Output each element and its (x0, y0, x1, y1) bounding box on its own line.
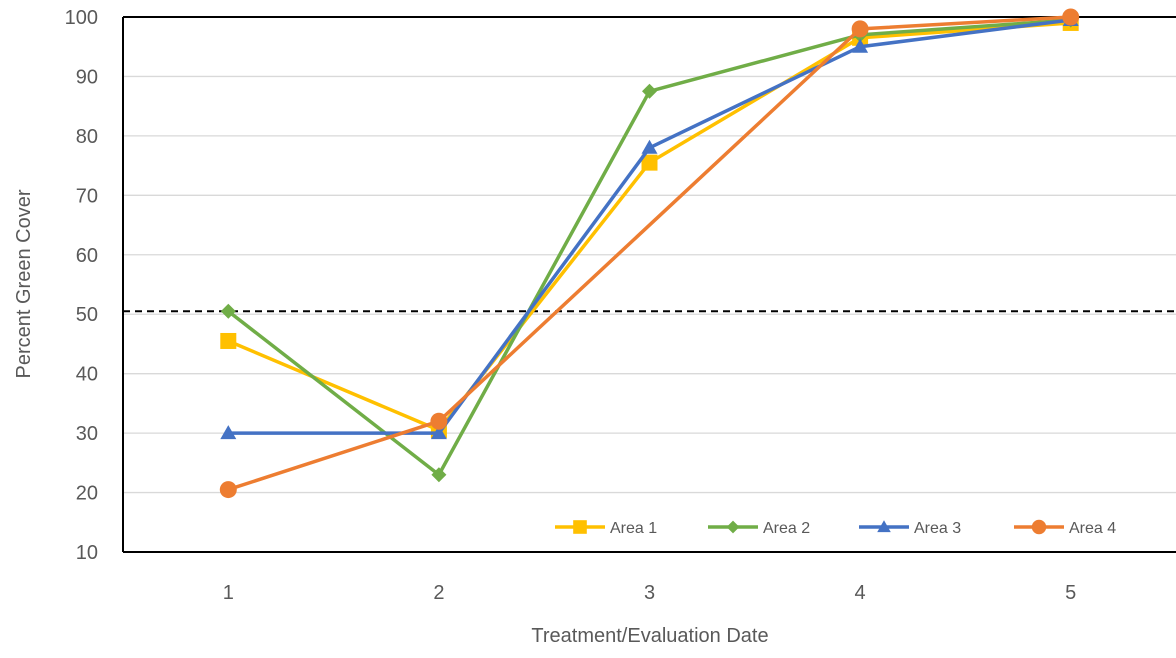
legend-item: Area 2 (708, 520, 810, 537)
series-point-circle (219, 481, 237, 499)
x-axis-title: Treatment/Evaluation Date (531, 625, 768, 647)
series-point-circle (1062, 8, 1080, 26)
series-point-diamond (220, 303, 236, 319)
x-tick-label: 5 (1065, 582, 1076, 604)
series-point-circle (430, 412, 448, 430)
series-point-square (220, 332, 237, 349)
legend-label: Area 4 (1069, 520, 1116, 537)
y-tick-label: 100 (65, 7, 98, 29)
series-point-circle (851, 20, 869, 38)
legend-item: Area 1 (555, 520, 657, 537)
series-group (219, 8, 1080, 499)
plot-area (123, 17, 1176, 552)
series-point-triangle (641, 139, 658, 154)
legend-label: Area 3 (914, 520, 961, 537)
x-tick-label: 2 (433, 582, 444, 604)
series-area-4 (219, 8, 1080, 499)
y-tick-labels: 10 20 30 40 50 60 70 80 90 100 (65, 7, 98, 564)
axes (122, 16, 1176, 553)
y-tick-label: 10 (76, 542, 98, 564)
y-tick-label: 50 (76, 304, 98, 326)
y-tick-label: 60 (76, 245, 98, 267)
y-axis-title: Percent Green Cover (13, 189, 35, 378)
series-point-diamond (431, 467, 447, 483)
y-tick-label: 80 (76, 126, 98, 148)
legend-item: Area 3 (859, 520, 961, 537)
y-tick-label: 90 (76, 66, 98, 88)
legend-label: Area 2 (763, 520, 810, 537)
series-point-diamond (642, 83, 657, 99)
legend-label: Area 1 (610, 520, 657, 537)
legend-item: Area 4 (1014, 519, 1116, 537)
legend: Area 1 Area 2 Area 3 Area 4 (555, 519, 1116, 537)
series-point-triangle (852, 38, 869, 53)
y-tick-label: 30 (76, 423, 98, 445)
y-tick-label: 70 (76, 185, 98, 207)
y-tick-label: 20 (76, 483, 98, 505)
y-tick-label: 40 (76, 364, 98, 386)
x-tick-label: 3 (644, 582, 655, 604)
x-tick-labels: 1 2 3 4 5 (223, 582, 1077, 604)
series-point-square (641, 154, 658, 171)
series-point-circle (1031, 519, 1047, 535)
series-point-diamond (726, 520, 740, 534)
series-line (227, 15, 1071, 492)
x-tick-label: 1 (223, 582, 234, 604)
series-point-triangle (430, 425, 447, 440)
series-point-square (573, 520, 587, 534)
x-tick-label: 4 (855, 582, 866, 604)
series-point-triangle (220, 425, 237, 440)
series-point-triangle (877, 520, 891, 533)
